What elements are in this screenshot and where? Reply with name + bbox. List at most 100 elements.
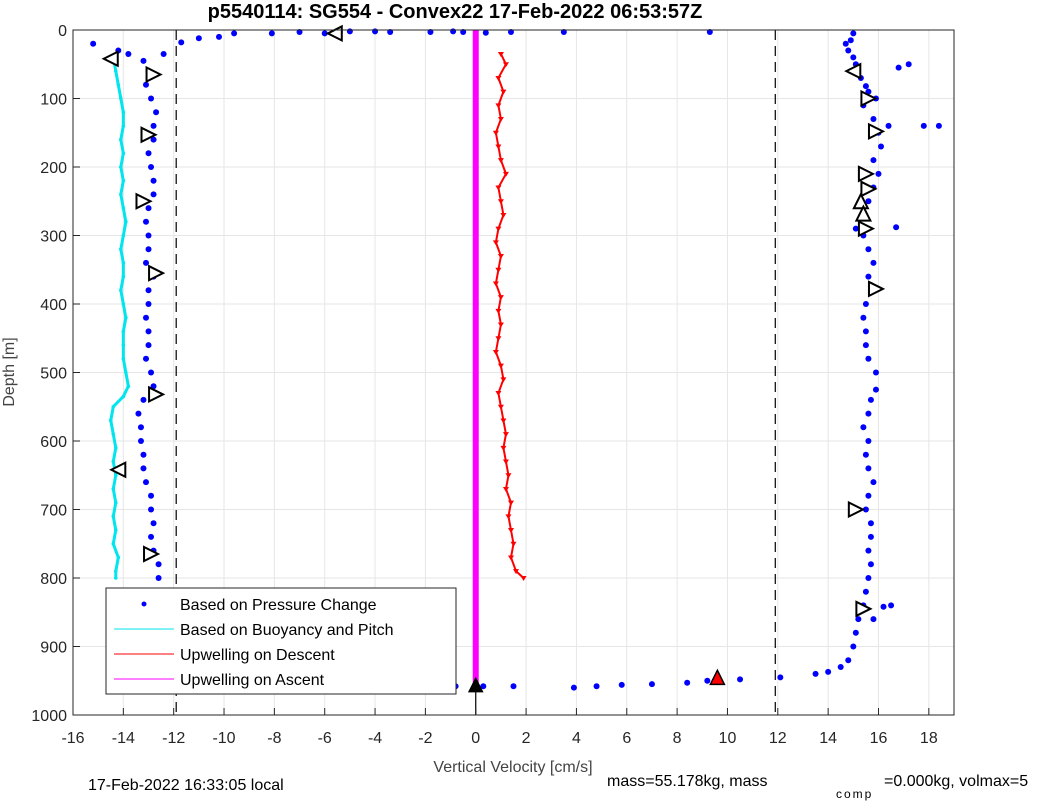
pressure-point <box>148 492 155 499</box>
triangle-right-marker <box>148 264 166 282</box>
pressure-point <box>865 246 872 253</box>
buoyancy-point <box>119 165 123 169</box>
pressure-point <box>885 122 892 129</box>
footer-comp-value: =0.000kg, volmax=5 <box>884 773 1028 790</box>
pressure-point <box>845 657 852 664</box>
y-tick-label: 100 <box>40 92 67 109</box>
descent-point <box>492 349 499 355</box>
pressure-point <box>825 668 832 675</box>
pressure-point <box>905 61 912 68</box>
pressure-point <box>862 342 869 349</box>
descent-point <box>507 555 514 561</box>
triangle-right-marker <box>855 600 873 618</box>
y-tick-label: 300 <box>40 229 67 246</box>
descent-point <box>497 117 504 123</box>
pressure-point <box>684 679 691 686</box>
descent-point <box>495 267 502 273</box>
buoyancy-point <box>121 178 126 183</box>
pressure-point <box>872 369 879 376</box>
x-tick-label: -10 <box>212 730 235 747</box>
pressure-point <box>935 122 942 129</box>
descent-point <box>497 322 504 328</box>
y-tick-label: 700 <box>40 503 67 520</box>
pressure-point <box>842 40 849 47</box>
descent-point <box>497 363 504 369</box>
pressure-point <box>450 28 457 35</box>
pressure-point <box>460 29 467 36</box>
y-axis-ticks: 0 100 200 300 400 500 600 700 800 900 1000 <box>31 23 80 725</box>
pressure-point <box>387 29 394 36</box>
pressure-point <box>867 520 874 527</box>
buoyancy-point <box>119 247 123 251</box>
descent-point <box>500 445 507 451</box>
pressure-point <box>150 122 157 129</box>
pressure-point <box>850 30 857 37</box>
buoyancy-point <box>116 555 121 560</box>
pressure-point <box>852 225 859 232</box>
buoyancy-point <box>119 137 123 142</box>
descent-point <box>497 158 504 164</box>
pressure-point <box>346 28 353 35</box>
pressure-point <box>895 64 902 71</box>
pressure-point <box>140 451 147 458</box>
buoyancy-point <box>121 274 126 279</box>
triangle-right-marker <box>867 280 886 298</box>
pressure-point <box>150 191 157 198</box>
pressure-point <box>865 465 872 472</box>
x-tick-label: 2 <box>522 730 531 747</box>
pressure-point <box>862 506 869 513</box>
triangle-right-marker <box>135 192 153 210</box>
x-tick-label: -6 <box>318 730 332 747</box>
descent-point <box>507 528 514 534</box>
pressure-point <box>296 29 303 36</box>
descent-point <box>502 171 509 177</box>
pressure-point <box>142 314 149 321</box>
triangle-left-marker <box>844 62 862 80</box>
pressure-point <box>480 683 487 690</box>
buoyancy-point <box>113 576 118 580</box>
pressure-point <box>510 683 517 690</box>
pressure-point <box>862 301 869 307</box>
x-tick-label: 8 <box>673 730 682 747</box>
y-tick-label: 800 <box>40 571 67 588</box>
descent-point <box>505 473 512 479</box>
footer-local-time: 17-Feb-2022 16:33:05 local <box>88 777 284 794</box>
triangle-right-marker <box>867 122 886 140</box>
buoyancy-point <box>121 329 126 334</box>
buoyancy-point <box>113 69 118 73</box>
footer-mass: mass=55.178kg, mass <box>607 773 768 790</box>
pressure-point <box>145 328 152 335</box>
pressure-point <box>867 561 874 568</box>
pressure-point <box>867 396 874 403</box>
red-triangle-marker <box>709 668 726 686</box>
buoyancy-point <box>124 315 128 320</box>
pressure-point <box>870 479 877 486</box>
pressure-point <box>865 410 872 417</box>
y-tick-label: 200 <box>40 160 67 177</box>
legend-label-ascent: Upwelling on Ascent <box>180 672 325 689</box>
pressure-point <box>593 683 600 690</box>
pressure-point <box>90 40 97 47</box>
buoyancy-point <box>121 394 126 399</box>
x-tick-label: -12 <box>162 730 185 747</box>
descent-point <box>495 308 502 314</box>
legend: Based on Pressure Change Based on Buoyan… <box>105 587 457 695</box>
pressure-point <box>137 424 144 431</box>
pressure-point <box>140 396 147 403</box>
pressure-point <box>704 677 711 684</box>
triangle-right-marker <box>860 89 878 108</box>
pressure-point <box>875 170 882 177</box>
buoyancy-point <box>124 370 128 375</box>
pressure-point <box>852 629 859 636</box>
pressure-point <box>737 676 744 683</box>
x-axis-ticks: -16 -14 -12 -10 -8 -6 -4 -2 0 2 4 6 8 10 12 14 16 18 <box>61 708 938 747</box>
buoyancy-point <box>121 357 126 361</box>
pressure-point <box>153 109 160 116</box>
x-tick-label: 6 <box>622 730 631 747</box>
x-axis-label: Vertical Velocity [cm/s] <box>433 759 592 776</box>
pressure-point <box>893 224 900 231</box>
pressure-point <box>507 29 514 36</box>
x-tick-label: 12 <box>769 730 787 747</box>
descent-point <box>492 281 499 287</box>
